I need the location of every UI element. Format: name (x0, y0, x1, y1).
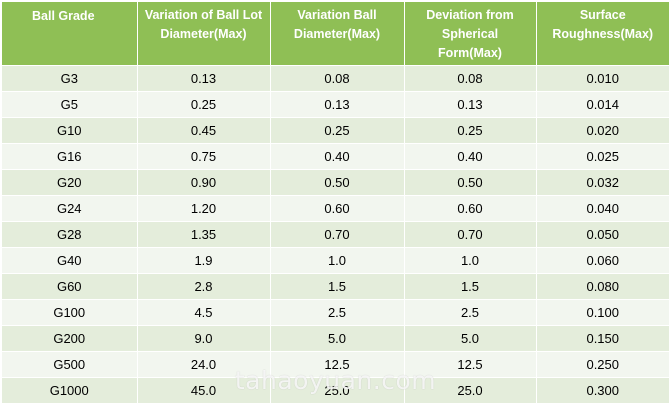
table-cell: 0.250 (536, 351, 669, 378)
table-cell: 0.100 (536, 299, 669, 326)
table-cell: 0.050 (536, 221, 669, 248)
table-cell: 1.0 (270, 247, 405, 274)
header-surface-roughness-label: Surface Roughness(Max) (552, 8, 654, 41)
table-cell: 25.0 (404, 377, 537, 404)
table-cell: 9.0 (137, 325, 271, 352)
table-cell: 0.70 (270, 221, 405, 248)
table-row: G1000 45.0 25.0 25.0 0.300 (2, 377, 669, 404)
table-cell: 0.90 (137, 169, 271, 196)
table-cell: 45.0 (137, 377, 271, 404)
table-cell: 2.5 (404, 299, 537, 326)
table-cell: G24 (2, 195, 138, 222)
table-row: G200 9.0 5.0 5.0 0.150 (2, 325, 669, 352)
table-cell: 1.20 (137, 195, 271, 222)
table-cell: 1.35 (137, 221, 271, 248)
table-cell: 0.300 (536, 377, 669, 404)
table-cell: 25.0 (270, 377, 405, 404)
table-cell: 12.5 (270, 351, 405, 378)
table-cell: G10 (2, 117, 138, 144)
table-cell: 0.040 (536, 195, 669, 222)
header-lot-diameter-variation: Variation of Ball Lot Diameter(Max) (137, 2, 271, 66)
table-cell: 0.13 (270, 91, 405, 118)
table-cell: 0.025 (536, 143, 669, 170)
table-cell: 0.060 (536, 247, 669, 274)
table-cell: 0.014 (536, 91, 669, 118)
table-cell: 12.5 (404, 351, 537, 378)
table-row: G16 0.75 0.40 0.40 0.025 (2, 143, 669, 170)
header-ball-diameter-variation: Variation Ball Diameter(Max) (270, 2, 405, 66)
table-cell: G100 (2, 299, 138, 326)
table-cell: 0.25 (404, 117, 537, 144)
table-cell: 5.0 (270, 325, 405, 352)
table-cell: G60 (2, 273, 138, 300)
table-row: G500 24.0 12.5 12.5 0.250 (2, 351, 669, 378)
header-ball-diameter-variation-label: Variation Ball Diameter(Max) (293, 8, 381, 41)
table-cell: G3 (2, 65, 138, 92)
table-header-row: Ball Grade Variation of Ball Lot Diamete… (2, 2, 669, 66)
table-body: G3 0.13 0.08 0.08 0.010 G5 0.25 0.13 0.13 0.014 G1… (2, 65, 669, 404)
table-cell: 0.45 (137, 117, 271, 144)
table-row: G60 2.8 1.5 1.5 0.080 (2, 273, 669, 300)
table-row: G10 0.45 0.25 0.25 0.020 (2, 117, 669, 144)
table-cell: G500 (2, 351, 138, 378)
table-cell: 0.150 (536, 325, 669, 352)
table-row: G40 1.9 1.0 1.0 0.060 (2, 247, 669, 274)
table-cell: 0.020 (536, 117, 669, 144)
table-cell: 24.0 (137, 351, 271, 378)
table-cell: G200 (2, 325, 138, 352)
table-row: G5 0.25 0.13 0.13 0.014 (2, 91, 669, 118)
table-row: G20 0.90 0.50 0.50 0.032 (2, 169, 669, 196)
header-lot-diameter-variation-label: Variation of Ball Lot Diameter(Max) (144, 8, 263, 41)
table-cell: G1000 (2, 377, 138, 404)
table-cell: G16 (2, 143, 138, 170)
table-cell: 1.5 (404, 273, 537, 300)
header-ball-grade: Ball Grade (2, 2, 138, 66)
header-spherical-deviation-label: Deviation from Spherical Form(Max) (426, 8, 514, 60)
table-cell: 2.8 (137, 273, 271, 300)
table-cell: 0.25 (270, 117, 405, 144)
table-cell: 0.080 (536, 273, 669, 300)
table-row: G28 1.35 0.70 0.70 0.050 (2, 221, 669, 248)
table-cell: 0.08 (404, 65, 537, 92)
table-cell: G5 (2, 91, 138, 118)
table-cell: 2.5 (270, 299, 405, 326)
table-cell: 0.25 (137, 91, 271, 118)
table-cell: 0.50 (270, 169, 405, 196)
table-cell: G40 (2, 247, 138, 274)
table-cell: G28 (2, 221, 138, 248)
header-surface-roughness: Surface Roughness(Max) (536, 2, 669, 66)
table-cell: 0.032 (536, 169, 669, 196)
table-cell: 0.13 (404, 91, 537, 118)
table-row: G24 1.20 0.60 0.60 0.040 (2, 195, 669, 222)
table-cell: 0.40 (270, 143, 405, 170)
table-cell: G20 (2, 169, 138, 196)
table-cell: 1.0 (404, 247, 537, 274)
table-row: G100 4.5 2.5 2.5 0.100 (2, 299, 669, 326)
table-cell: 0.50 (404, 169, 537, 196)
table-cell: 0.75 (137, 143, 271, 170)
table-row: G3 0.13 0.08 0.08 0.010 (2, 65, 669, 92)
table-cell: 0.60 (404, 195, 537, 222)
table-cell: 0.40 (404, 143, 537, 170)
table-cell: 0.08 (270, 65, 405, 92)
table-cell: 5.0 (404, 325, 537, 352)
table-cell: 1.9 (137, 247, 271, 274)
table-cell: 4.5 (137, 299, 271, 326)
table-cell: 1.5 (270, 273, 405, 300)
header-spherical-deviation: Deviation from Spherical Form(Max) (404, 2, 537, 66)
table-cell: 0.60 (270, 195, 405, 222)
table-cell: 0.70 (404, 221, 537, 248)
table-cell: 0.13 (137, 65, 271, 92)
table-cell: 0.010 (536, 65, 669, 92)
